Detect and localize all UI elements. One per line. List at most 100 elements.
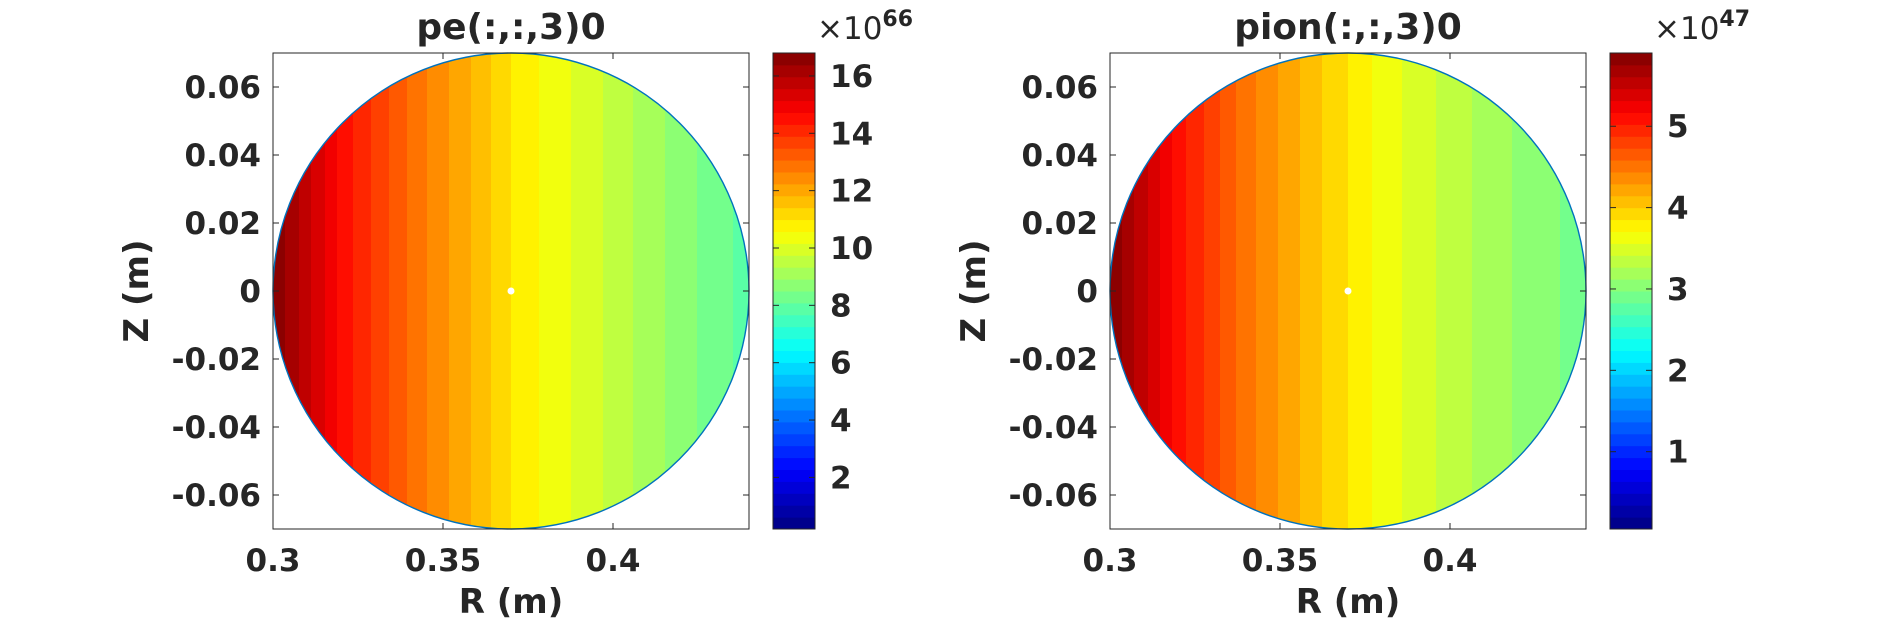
- colorbar-segment: [773, 433, 815, 447]
- contour-band: [1290, 53, 1293, 529]
- contour-band: [537, 53, 540, 529]
- colorbar-segment: [773, 398, 815, 411]
- panels: 0.3 0.35 0.40.060.040.020-0.02-0.04-0.06R …: [117, 7, 1750, 622]
- contour-band: [1170, 53, 1173, 529]
- contour-band: [705, 53, 708, 529]
- colorbar-segment: [1610, 398, 1652, 411]
- contour-band: [1190, 53, 1193, 529]
- contour-band: [1568, 53, 1571, 529]
- contour-band: [527, 53, 530, 529]
- contour-band: [1216, 53, 1219, 529]
- contour-band: [1274, 53, 1277, 529]
- contour-band: [1542, 53, 1545, 529]
- contour-band: [1276, 53, 1279, 529]
- contour-band: [1386, 53, 1389, 529]
- contour-band: [1394, 53, 1397, 529]
- contour-band: [541, 53, 544, 529]
- colorbar-segment: [1610, 517, 1652, 530]
- contour-band: [1324, 53, 1327, 529]
- contour-band: [639, 53, 642, 529]
- colorbar-segment: [1610, 291, 1652, 304]
- contour-band: [445, 53, 448, 529]
- contour-band: [1156, 53, 1159, 529]
- colorbar-segment: [1610, 148, 1652, 161]
- contour-band: [1540, 53, 1543, 529]
- contour-band: [381, 53, 384, 529]
- contour-band: [655, 53, 658, 529]
- contour-band: [1368, 53, 1371, 529]
- contour-band: [625, 53, 628, 529]
- contour-band: [1378, 53, 1381, 529]
- colorbar-segment: [1610, 76, 1652, 90]
- contour-band: [1570, 53, 1573, 529]
- contour-band: [1116, 53, 1119, 529]
- contour-band: [1258, 53, 1261, 529]
- contour-band: [649, 53, 652, 529]
- colorbar-segment: [1610, 338, 1652, 351]
- colorbar-segment: [1610, 445, 1652, 459]
- contour-band: [1502, 53, 1505, 529]
- contour-band: [389, 53, 392, 529]
- x-tick-label: 0.4: [586, 543, 641, 579]
- contour-band: [1174, 53, 1177, 529]
- contour-band: [1406, 53, 1409, 529]
- contour-band: [1230, 53, 1233, 529]
- contour-band: [1168, 53, 1171, 529]
- contour-band: [699, 53, 702, 529]
- colorbar-segment: [1610, 267, 1652, 280]
- colorbar-segment: [1610, 410, 1652, 423]
- contour-band: [293, 53, 296, 529]
- contour-band: [341, 53, 344, 529]
- colorbar-segment: [773, 517, 815, 530]
- colorbar-exponent-power: 66: [882, 7, 913, 32]
- contour-band: [1388, 53, 1391, 529]
- x-tick-label: 0.35: [1242, 543, 1319, 579]
- contour-band: [1392, 53, 1395, 529]
- contour-band: [647, 53, 650, 529]
- y-tick-label: 0.02: [185, 206, 262, 242]
- contour-band: [595, 53, 598, 529]
- x-tick-label: 0.3: [1083, 543, 1138, 579]
- contour-band: [635, 53, 638, 529]
- colorbar-segment: [1610, 112, 1652, 125]
- colorbar-segment: [773, 255, 815, 268]
- y-tick-label: -0.06: [1009, 478, 1098, 514]
- contour-band: [465, 53, 468, 529]
- contour-band: [1270, 53, 1273, 529]
- colorbar-segment: [1610, 88, 1652, 102]
- contour-band: [1236, 53, 1239, 529]
- contour-band: [281, 53, 284, 529]
- contour-band: [1144, 53, 1147, 529]
- contour-band: [735, 53, 738, 529]
- contour-band: [327, 53, 330, 529]
- contour-band: [1416, 53, 1419, 529]
- contour-band: [1470, 53, 1473, 529]
- contour-band: [521, 53, 524, 529]
- contour-band: [457, 53, 460, 529]
- contour-band: [611, 53, 614, 529]
- colorbar-exponent-power: 47: [1719, 7, 1750, 32]
- y-tick-label: -0.04: [1009, 410, 1098, 446]
- contour-band: [1458, 53, 1461, 529]
- colorbar-segment: [773, 469, 815, 482]
- contour-band: [491, 53, 494, 529]
- contour-band: [715, 53, 718, 529]
- colorbar-box: [1609, 52, 1653, 530]
- colorbar-segment: [773, 410, 815, 423]
- contour-band: [443, 53, 446, 529]
- contour-band: [485, 53, 488, 529]
- contour-band: [1338, 53, 1341, 529]
- contour-band: [1532, 53, 1535, 529]
- contour-band: [719, 53, 722, 529]
- colorbar: 1 2 3 4 5 ×1047: [1609, 7, 1750, 530]
- colorbar-tick-label: 12: [830, 174, 873, 210]
- contour-band: [1432, 53, 1435, 529]
- contour-band: [609, 53, 612, 529]
- contour-band: [1498, 53, 1501, 529]
- contour-band: [1232, 53, 1235, 529]
- y-tick-label: 0.02: [1022, 206, 1099, 242]
- contour-band: [1296, 53, 1299, 529]
- colorbar-segment: [773, 374, 815, 387]
- contour-band: [1294, 53, 1297, 529]
- x-tick-label: 0.3: [246, 543, 301, 579]
